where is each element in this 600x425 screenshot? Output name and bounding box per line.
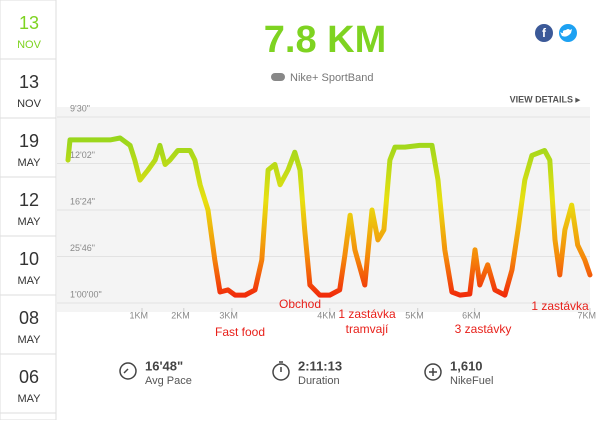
annotation: tramvají: [346, 322, 389, 336]
stat-value: 16'48": [145, 358, 183, 373]
view-details[interactable]: VIEW DETAILS ▸: [510, 94, 581, 104]
device-icon: [271, 73, 285, 81]
date-day: 13: [19, 72, 39, 92]
x-tick-label: 2KM: [171, 310, 190, 320]
date-month: NOV: [17, 98, 42, 110]
annotation: 1 zastávka: [531, 299, 589, 313]
distance: 7.8 KM: [264, 19, 386, 61]
date-day: 12: [19, 190, 39, 210]
date-item[interactable]: [0, 117, 57, 178]
stat-value: 1,610: [450, 358, 483, 373]
date-month: MAY: [17, 216, 41, 228]
device: Nike+ SportBand: [290, 72, 373, 84]
annotation: Fast food: [215, 325, 265, 339]
annotation: 1 zastávka: [338, 307, 396, 321]
date-item[interactable]: [0, 176, 57, 237]
annotation: Obchod: [279, 297, 321, 311]
stat-icons: [119, 361, 442, 381]
date-day: 08: [19, 308, 39, 328]
date-month: MAY: [17, 393, 41, 405]
stat-value: 2:11:13: [298, 358, 342, 373]
x-tick-label: 1KM: [129, 310, 148, 320]
date-day: 06: [19, 367, 39, 387]
x-tick-label: 6KM: [462, 310, 481, 320]
facebook-icon: f: [542, 26, 547, 40]
date-month: MAY: [17, 334, 41, 346]
date-item[interactable]: [0, 0, 57, 60]
y-tick-label: 1'00'00": [70, 289, 102, 299]
date-item[interactable]: [0, 235, 57, 296]
x-tick-label: 7KM: [577, 310, 596, 320]
y-tick-label: 16'24": [70, 196, 95, 206]
date-day: 13: [19, 13, 39, 33]
date-item[interactable]: [0, 294, 57, 355]
date-month: MAY: [17, 275, 41, 287]
y-tick-label: 25'46": [70, 243, 95, 253]
x-tick-label: 3KM: [219, 310, 238, 320]
date-item[interactable]: [0, 353, 57, 414]
y-tick-label: 12'02": [70, 150, 95, 160]
x-tick-label: 5KM: [405, 310, 424, 320]
twitter-icon: [560, 29, 572, 37]
y-tick-label: 9'30": [70, 103, 90, 113]
x-tick-label: 4KM: [317, 310, 336, 320]
date-item[interactable]: [0, 58, 57, 119]
facebook-button[interactable]: [535, 24, 553, 42]
stat-label: NikeFuel: [450, 375, 493, 387]
date-day: 19: [19, 131, 39, 151]
pace-line: [65, 135, 593, 298]
date-month: NOV: [17, 39, 42, 51]
date-month: MAY: [17, 157, 41, 169]
date-day: 10: [19, 249, 39, 269]
stat-label: Duration: [298, 375, 340, 387]
annotation: 3 zastávky: [455, 322, 512, 336]
stat-label: Avg Pace: [145, 375, 192, 387]
